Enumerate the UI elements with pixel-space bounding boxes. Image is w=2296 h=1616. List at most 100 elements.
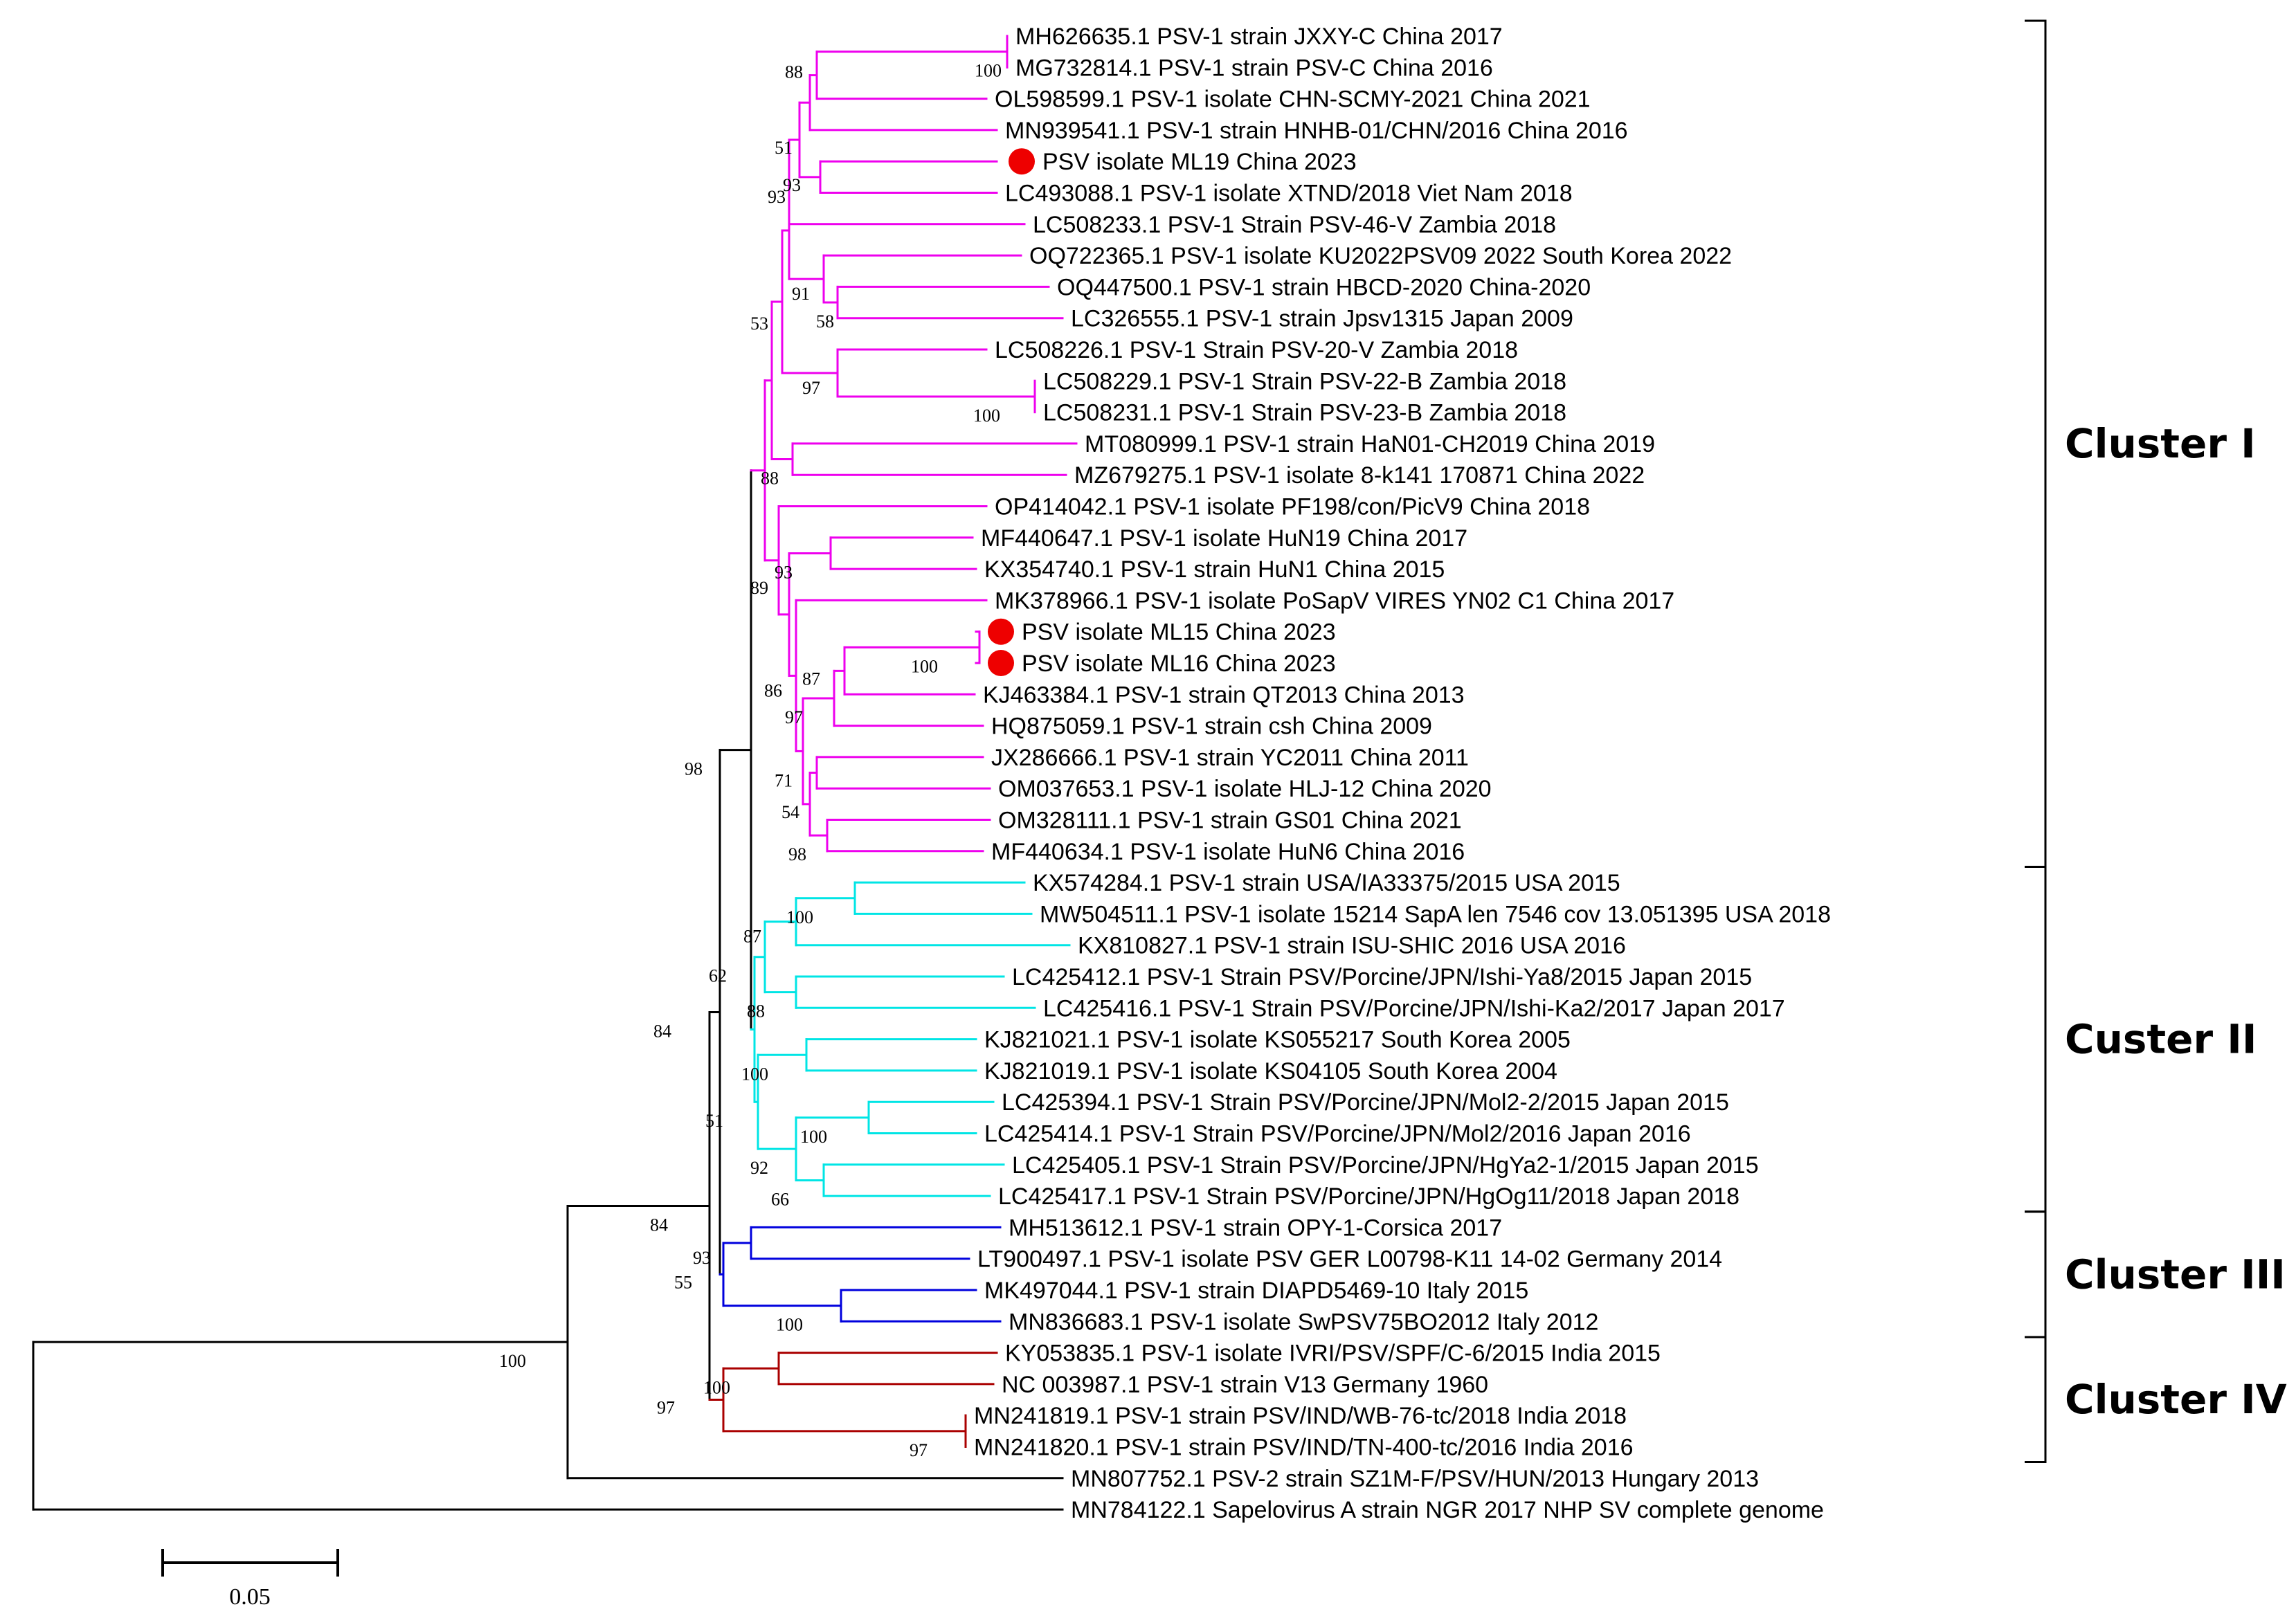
bootstrap-value: 100 [776, 1315, 803, 1335]
leaf-label: MG732814.1 PSV-1 strain PSV-C China 2016 [1015, 55, 1493, 81]
leaf-label: MF440647.1 PSV-1 isolate HuN19 China 201… [981, 525, 1467, 552]
leaf-label: LT900497.1 PSV-1 isolate PSV GER L00798-… [977, 1246, 1722, 1273]
leaf-label: LC508229.1 PSV-1 Strain PSV-22-B Zambia … [1043, 368, 1566, 394]
cluster-label: Cluster IV [2065, 1376, 2287, 1423]
leaf-label: KX574284.1 PSV-1 strain USA/IA33375/2015… [1033, 870, 1620, 896]
bootstrap-value: 88 [747, 1001, 765, 1022]
leaf-label: MK497044.1 PSV-1 strain DIAPD5469-10 Ita… [984, 1278, 1528, 1304]
leaf-label: LC508231.1 PSV-1 Strain PSV-23-B Zambia … [1043, 400, 1566, 426]
bootstrap-value: 87 [802, 669, 820, 689]
bootstrap-value: 97 [657, 1398, 675, 1418]
leaf-label: LC508233.1 PSV-1 Strain PSV-46-V Zambia … [1033, 212, 1556, 238]
bootstrap-value: 51 [705, 1111, 723, 1131]
leaf-label: LC493088.1 PSV-1 isolate XTND/2018 Viet … [1005, 181, 1573, 207]
bootstrap-value: 89 [750, 578, 768, 598]
cluster-label: Custer II [2065, 1016, 2257, 1063]
bootstrap-value: 54 [781, 802, 799, 822]
bootstrap-value: 100 [800, 1127, 827, 1147]
leaf-label: MF440634.1 PSV-1 isolate HuN6 China 2016 [991, 839, 1465, 865]
leaf-label: MN807752.1 PSV-2 strain SZ1M-F/PSV/HUN/2… [1071, 1466, 1759, 1492]
bootstrap-value: 87 [743, 927, 761, 947]
leaf-label: LC326555.1 PSV-1 strain Jpsv1315 Japan 2… [1071, 306, 1573, 332]
leaf-label: MN939541.1 PSV-1 strain HNHB-01/CHN/2016… [1005, 118, 1628, 144]
bootstrap-value: 100 [911, 656, 938, 676]
bootstrap-value: 91 [792, 284, 810, 304]
leaf-label: OM037653.1 PSV-1 isolate HLJ-12 China 20… [998, 776, 1492, 802]
leaf-label: MN836683.1 PSV-1 isolate SwPSV75BO2012 I… [1009, 1309, 1598, 1335]
bootstrap-value: 100 [703, 1377, 730, 1397]
leaf-label: OQ447500.1 PSV-1 strain HBCD-2020 China-… [1057, 274, 1591, 300]
leaf-label: OM328111.1 PSV-1 strain GS01 China 2021 [998, 808, 1462, 834]
scale-bar: 0.05 [161, 1549, 339, 1610]
bootstrap-value: 88 [761, 469, 779, 489]
bootstrap-value: 97 [910, 1440, 928, 1460]
leaf-label: MK378966.1 PSV-1 isolate PoSapV VIRES YN… [995, 588, 1674, 614]
bootstrap-value: 100 [973, 406, 1000, 426]
highlight-marker [988, 650, 1014, 676]
bootstrap-value: 71 [775, 771, 793, 791]
leaf-label: KY053835.1 PSV-1 isolate IVRI/PSV/SPF/C-… [1005, 1341, 1661, 1367]
leaf-labels: MH626635.1 PSV-1 strain JXXY-C China 201… [974, 24, 1831, 1523]
bootstrap-values: 100 88 93 51 93 58 91 100 97 53 88 93 100 87 97 71 98 54 8… [499, 61, 1002, 1460]
leaf-label: PSV isolate ML15 China 2023 [1022, 619, 1336, 646]
leaf-label: LC508226.1 PSV-1 Strain PSV-20-V Zambia … [995, 337, 1518, 363]
bootstrap-value: 84 [653, 1021, 671, 1041]
bootstrap-value: 100 [741, 1064, 768, 1084]
bootstrap-value: 66 [771, 1189, 789, 1209]
bootstrap-value: 97 [785, 707, 803, 727]
bootstrap-value: 88 [785, 62, 803, 82]
leaf-label: MT080999.1 PSV-1 strain HaN01-CH2019 Chi… [1085, 431, 1655, 457]
bootstrap-value: 100 [975, 61, 1002, 81]
highlight-marker [1009, 148, 1035, 175]
leaf-label: MN784122.1 Sapelovirus A strain NGR 2017… [1071, 1497, 1824, 1523]
leaf-label: PSV isolate ML19 China 2023 [1042, 149, 1357, 175]
leaf-label: JX286666.1 PSV-1 strain YC2011 China 201… [991, 745, 1469, 771]
leaf-label: KJ821021.1 PSV-1 isolate KS055217 South … [984, 1027, 1571, 1053]
cluster-brackets: Cluster I Custer II Cluster III Cluster IV [2025, 19, 2287, 1463]
bootstrap-value: 93 [783, 175, 801, 195]
leaf-label: MW504511.1 PSV-1 isolate 15214 SapA len … [1040, 901, 1831, 927]
leaf-label: KJ463384.1 PSV-1 strain QT2013 China 201… [983, 682, 1465, 708]
cluster-bracket [2025, 1336, 2047, 1463]
leaf-label: KX810827.1 PSV-1 strain ISU-SHIC 2016 US… [1078, 933, 1626, 959]
leaf-label: HQ875059.1 PSV-1 strain csh China 2009 [991, 714, 1432, 740]
leaf-label: KJ821019.1 PSV-1 isolate KS04105 South K… [984, 1058, 1557, 1084]
leaf-label: LC425414.1 PSV-1 Strain PSV/Porcine/JPN/… [984, 1121, 1691, 1147]
bootstrap-value: 93 [775, 562, 793, 582]
leaf-label: OQ722365.1 PSV-1 isolate KU2022PSV09 202… [1029, 243, 1732, 269]
tree-branches [32, 35, 1078, 1511]
leaf-label: MN241820.1 PSV-1 strain PSV/IND/TN-400-t… [974, 1435, 1634, 1461]
scale-bar-label: 0.05 [229, 1584, 271, 1610]
highlight-marker [988, 618, 1014, 645]
bootstrap-value: 84 [650, 1215, 668, 1235]
bootstrap-value: 93 [768, 187, 786, 207]
bootstrap-value: 100 [786, 907, 813, 927]
leaf-label: OP414042.1 PSV-1 isolate PF198/con/PicV9… [995, 494, 1590, 520]
leaf-label: LC425417.1 PSV-1 Strain PSV/Porcine/JPN/… [998, 1183, 1739, 1210]
bootstrap-value: 93 [693, 1248, 711, 1268]
highlight-markers [988, 148, 1035, 676]
leaf-label: LC425405.1 PSV-1 Strain PSV/Porcine/JPN/… [1012, 1152, 1759, 1179]
leaf-label: KX354740.1 PSV-1 strain HuN1 China 2015 [984, 556, 1445, 583]
bootstrap-value: 58 [816, 311, 834, 332]
leaf-label: OL598599.1 PSV-1 isolate CHN-SCMY-2021 C… [995, 87, 1591, 113]
bootstrap-value: 98 [685, 759, 703, 779]
leaf-label: PSV isolate ML16 China 2023 [1022, 651, 1336, 677]
leaf-label: LC425394.1 PSV-1 Strain PSV/Porcine/JPN/… [1002, 1089, 1729, 1116]
leaf-label: MH626635.1 PSV-1 strain JXXY-C China 201… [1015, 24, 1503, 50]
bootstrap-value: 86 [764, 680, 782, 700]
bootstrap-value: 51 [775, 138, 793, 158]
leaf-label: LC425412.1 PSV-1 Strain PSV/Porcine/JPN/… [1012, 964, 1752, 990]
cluster-label: Cluster III [2065, 1251, 2286, 1298]
leaf-label: MH513612.1 PSV-1 strain OPY-1-Corsica 20… [1009, 1215, 1502, 1241]
bootstrap-value: 62 [709, 966, 727, 986]
leaf-label: LC425416.1 PSV-1 Strain PSV/Porcine/JPN/… [1043, 995, 1785, 1022]
leaf-label: MN241819.1 PSV-1 strain PSV/IND/WB-76-tc… [974, 1403, 1627, 1429]
bootstrap-value: 97 [802, 378, 820, 398]
cluster-label: Cluster I [2065, 420, 2256, 467]
bootstrap-value: 100 [499, 1351, 526, 1371]
bootstrap-value: 92 [750, 1158, 768, 1178]
bootstrap-value: 55 [674, 1272, 692, 1292]
leaf-label: NC 003987.1 PSV-1 strain V13 Germany 196… [1002, 1372, 1488, 1398]
